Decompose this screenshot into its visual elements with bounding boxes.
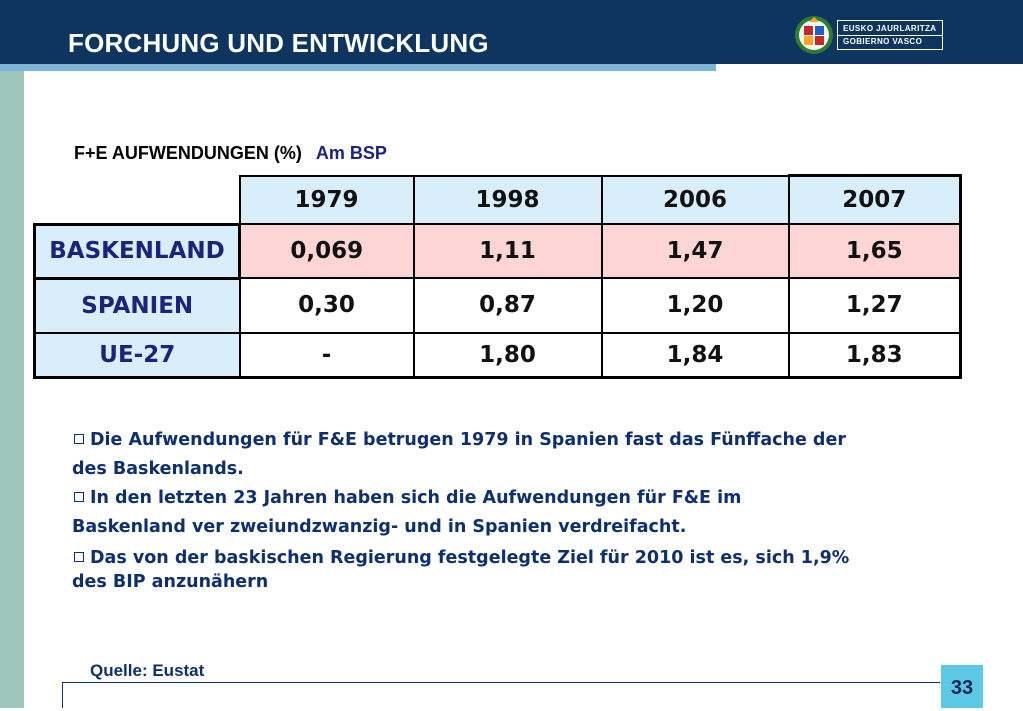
logo-line-1: EUSKO JAURLARITZA <box>843 24 937 33</box>
left-accent-bar <box>0 71 24 708</box>
rd-spending-table: 1979 1998 2006 2007 BASKENLAND 0,069 1,1… <box>33 174 962 379</box>
table-title-main: F+E AUFWENDUNGEN (%) <box>74 143 302 163</box>
table-title-sub: Am BSP <box>315 143 387 163</box>
basque-government-seal-icon <box>795 16 833 54</box>
bullet-item: In den letzten 23 Jahren haben sich die … <box>72 484 922 542</box>
bullet-text: des BIP anzunähern <box>72 572 269 592</box>
row-label: BASKENLAND <box>33 222 241 280</box>
table-title: F+E AUFWENDUNGEN (%) Am BSP <box>74 143 387 164</box>
table-cell: 0,069 <box>238 223 415 279</box>
bullet-text: Das von der baskischen Regierung festgel… <box>90 548 850 568</box>
footer-rule-vertical <box>62 682 63 708</box>
table-cell: 1,47 <box>600 223 790 279</box>
table-row: UE-27 - 1,80 1,84 1,83 <box>33 331 962 379</box>
table-cell: 1,80 <box>412 331 603 379</box>
page-title: FORCHUNG UND ENTWICKLUNG <box>68 28 489 58</box>
table-row: BASKENLAND 0,069 1,11 1,47 1,65 <box>33 222 962 280</box>
logo-text-box: EUSKO JAURLARITZA GOBIERNO VASCO <box>837 20 943 50</box>
bullet-item: Die Aufwendungen für F&E betrugen 1979 i… <box>72 426 922 484</box>
year-header: 1979 <box>238 174 415 225</box>
table-cell: 1,20 <box>600 277 790 334</box>
checkbox-bullet-icon <box>74 552 84 562</box>
bullet-text: Die Aufwendungen für F&E betrugen 1979 i… <box>90 430 846 450</box>
header-band <box>0 0 1023 64</box>
logo-divider <box>838 35 942 36</box>
bullet-list: Die Aufwendungen für F&E betrugen 1979 i… <box>72 426 922 594</box>
source-note: Quelle: Eustat <box>90 661 205 680</box>
table-row: SPANIEN 0,30 0,87 1,20 1,27 <box>33 277 962 334</box>
year-header: 1998 <box>412 174 603 225</box>
table-cell: 1,27 <box>787 277 962 334</box>
checkbox-bullet-icon <box>74 434 84 444</box>
logo-line-2: GOBIERNO VASCO <box>843 37 923 46</box>
bullet-text: des Baskenlands. <box>72 459 244 479</box>
table-cell: - <box>238 331 415 379</box>
year-header: 2007 <box>787 174 962 225</box>
footer-rule <box>62 682 940 683</box>
table-cell: 0,30 <box>238 277 415 334</box>
row-label: UE-27 <box>33 331 241 379</box>
government-logo: EUSKO JAURLARITZA GOBIERNO VASCO <box>793 14 945 56</box>
table-cell: 1,83 <box>787 331 962 379</box>
bullet-text: In den letzten 23 Jahren haben sich die … <box>90 488 742 508</box>
row-label: SPANIEN <box>33 277 241 334</box>
table-header-row: 1979 1998 2006 2007 <box>34 174 962 225</box>
bullet-item: Das von der baskischen Regierung festgel… <box>72 546 922 594</box>
checkbox-bullet-icon <box>74 492 84 502</box>
header-rule <box>0 64 716 71</box>
page-number: 33 <box>941 665 983 708</box>
bullet-text: Baskenland ver zweiundzwanzig- und in Sp… <box>72 517 687 537</box>
year-header: 2006 <box>600 174 790 225</box>
table-cell: 1,65 <box>787 223 962 279</box>
table-cell: 1,84 <box>600 331 790 379</box>
table-corner-cell <box>34 175 240 224</box>
table-cell: 1,11 <box>412 223 603 279</box>
table-cell: 0,87 <box>412 277 603 334</box>
